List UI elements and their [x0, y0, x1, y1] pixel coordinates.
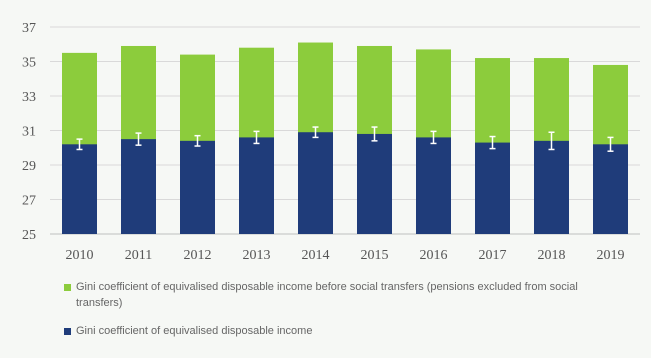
bar-disposable-2016 [416, 137, 451, 234]
x-tick-label-2013: 2013 [243, 248, 271, 263]
bar-disposable-2014 [298, 132, 333, 234]
x-tick-label-2015: 2015 [361, 248, 389, 263]
x-tick-label-2019: 2019 [597, 248, 625, 263]
bar-disposable-2015 [357, 133, 392, 234]
bar-disposable-2010 [62, 144, 97, 234]
x-tick-label-2017: 2017 [479, 248, 507, 263]
y-tick-label-31: 31 [22, 125, 36, 140]
bar-disposable-2018 [534, 140, 569, 234]
x-tick-label-2018: 2018 [538, 248, 566, 263]
y-tick-label-35: 35 [22, 56, 36, 71]
y-tick-label-27: 27 [22, 194, 36, 209]
legend-swatch-before-transfers [64, 284, 71, 291]
bar-disposable-2012 [180, 140, 215, 234]
legend-item-before-transfers: Gini coefficient of equivalised disposab… [64, 279, 624, 311]
legend-label-disposable: Gini coefficient of equivalised disposab… [76, 325, 313, 337]
x-tick-label-2010: 2010 [66, 248, 94, 263]
bar-disposable-2017 [475, 142, 510, 234]
y-tick-label-25: 25 [22, 228, 36, 243]
bar-disposable-2019 [593, 144, 628, 234]
legend: Gini coefficient of equivalised disposab… [64, 279, 624, 339]
y-tick-label-37: 37 [22, 21, 36, 36]
x-tick-label-2012: 2012 [184, 248, 212, 263]
bar-disposable-2011 [121, 139, 156, 234]
y-tick-label-29: 29 [22, 159, 36, 174]
x-tick-label-2014: 2014 [302, 248, 330, 263]
legend-item-disposable: Gini coefficient of equivalised disposab… [64, 323, 624, 339]
legend-swatch-disposable [64, 328, 71, 335]
bar-disposable-2013 [239, 137, 274, 234]
y-tick-label-33: 33 [22, 90, 36, 105]
x-tick-label-2016: 2016 [420, 248, 448, 263]
legend-label-before-transfers: Gini coefficient of equivalised disposab… [76, 281, 578, 309]
x-tick-label-2011: 2011 [125, 248, 152, 263]
